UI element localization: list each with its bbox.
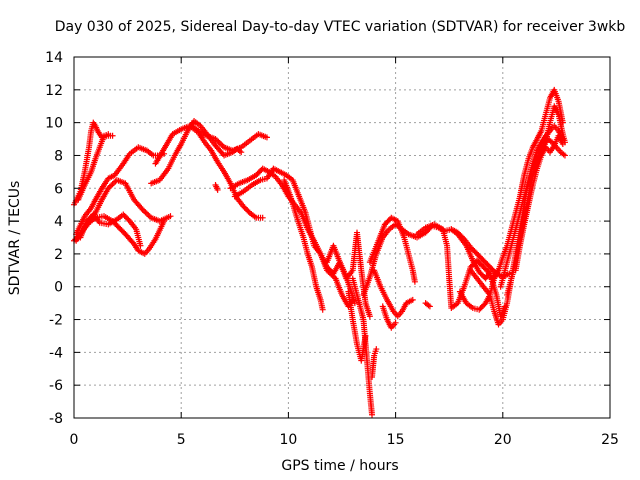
y-tick-label: -2 (49, 313, 63, 329)
y-tick-label: 10 (45, 116, 63, 132)
chart-title: Day 030 of 2025, Sidereal Day-to-day VTE… (55, 19, 626, 35)
data-series-14 (323, 229, 373, 320)
data-series-28 (497, 136, 568, 290)
data-point (263, 134, 270, 141)
data-series-20 (371, 267, 416, 320)
data-point (319, 306, 326, 313)
data-series-23 (414, 221, 508, 320)
y-tick-label: -6 (49, 378, 63, 394)
y-tick-label: 2 (54, 247, 63, 263)
data-series-6 (77, 211, 144, 249)
data-series-10 (212, 181, 221, 193)
data-series-16 (349, 275, 376, 418)
data-point (559, 140, 566, 147)
data-point (137, 242, 144, 249)
x-tick-label: 25 (601, 432, 619, 448)
x-tick-label: 20 (494, 432, 512, 448)
plot-frame (73, 56, 611, 419)
data-point (366, 313, 373, 320)
data-series-3 (73, 144, 168, 238)
data-point (214, 186, 221, 193)
y-tick-label: 14 (45, 50, 63, 66)
x-tick-label: 5 (177, 432, 186, 448)
data-series-2 (75, 131, 112, 203)
y-tick-label: 8 (54, 148, 63, 164)
y-tick-label: 6 (54, 181, 63, 197)
y-tick-label: -4 (49, 345, 63, 361)
data-series-30 (512, 132, 566, 274)
data-point (561, 152, 568, 159)
data-point (167, 213, 174, 220)
data-series-22 (422, 300, 433, 310)
data-point (109, 181, 116, 188)
data-point (426, 303, 433, 310)
data-series-19 (366, 214, 418, 285)
y-tick-label: 12 (45, 83, 63, 99)
data-series-17 (369, 346, 380, 380)
data-point (108, 182, 115, 189)
data-point (409, 296, 416, 303)
y-tick-label: 0 (54, 280, 63, 296)
data-point (145, 212, 152, 219)
data-point (411, 278, 418, 285)
axis-layer: 0 5 10 15 20 25 -8 -6 -4 -2 0 2 4 6 8 10 12 14 (45, 50, 619, 448)
data-point (373, 346, 380, 353)
data-point (259, 214, 266, 221)
x-axis-label: GPS time / hours (281, 458, 398, 474)
data-point (485, 269, 492, 276)
data-series-13 (281, 177, 326, 313)
data-series-27 (489, 86, 566, 282)
data-point (392, 319, 399, 326)
y-tick-label: 4 (54, 214, 63, 230)
data-series-21 (379, 303, 399, 331)
data-series-9 (188, 122, 270, 154)
x-tick-label: 10 (279, 432, 297, 448)
data-layer (71, 86, 568, 418)
data-point (369, 411, 376, 418)
y-axis-label: SDTVAR / TECUs (7, 181, 23, 296)
y-tick-label: -8 (49, 411, 63, 427)
data-point (143, 210, 150, 217)
x-tick-label: 0 (70, 432, 79, 448)
data-point (109, 132, 116, 139)
data-point (105, 131, 112, 138)
x-tick-label: 15 (387, 432, 405, 448)
data-point (142, 209, 149, 216)
data-point (161, 218, 168, 225)
